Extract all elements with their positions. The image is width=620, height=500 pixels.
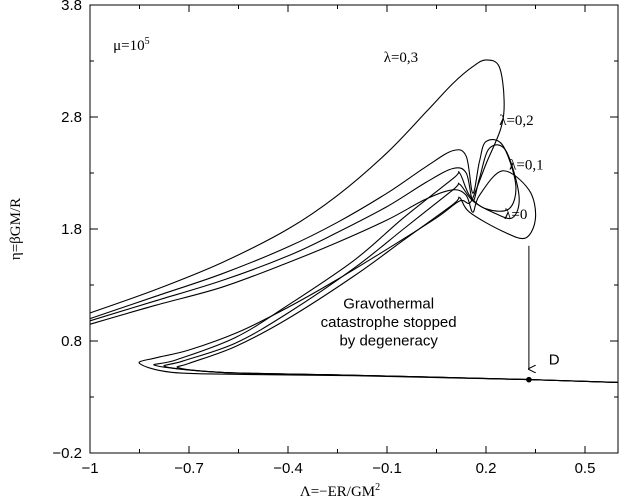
y-tick-label: −0.2 xyxy=(52,445,82,462)
x-tick-label: −0.4 xyxy=(273,460,303,477)
series-curve-lambda-0 xyxy=(89,170,619,383)
mu-label: μ=105 xyxy=(113,36,150,54)
plot-frame xyxy=(89,4,619,454)
point-d-marker xyxy=(526,376,532,383)
y-tick-label: 2.8 xyxy=(61,109,82,126)
series-layer: λ=0λ=0,1λ=0,2λ=0,3 xyxy=(89,50,619,383)
series-label-lambda-01: λ=0,1 xyxy=(509,158,543,174)
y-tick-label: 0.8 xyxy=(61,333,82,350)
x-tick-label: 0.5 xyxy=(575,460,596,477)
series-label-lambda-02: λ=0,2 xyxy=(499,113,533,129)
annotation-line: by degeneracy xyxy=(339,332,438,349)
x-tick-label: −0.1 xyxy=(372,460,402,477)
y-tick-label: 1.8 xyxy=(61,221,82,238)
y-axis-title: η=βGM/R xyxy=(8,198,24,260)
x-axis-title: Λ=−ER/GM2 xyxy=(300,482,380,500)
point-d-label: D xyxy=(549,352,560,369)
series-curve-lambda-03 xyxy=(89,59,619,383)
annotation-line: Gravothermal xyxy=(343,296,434,313)
series-label-lambda-03: λ=0,3 xyxy=(384,50,418,66)
series-curve-lambda-02 xyxy=(89,139,619,383)
y-tick-label: 3.8 xyxy=(61,0,82,14)
x-tick-label: −1 xyxy=(81,460,98,477)
x-tick-label: 0.2 xyxy=(476,460,497,477)
tick-layer: −1 −0.7 −0.4 −0.1 0.2 0.5 −0.2 0.8 1.8 2.8 3.8 xyxy=(52,0,618,477)
x-tick-label: −0.7 xyxy=(174,460,204,477)
annotation-line: catastrophe stopped xyxy=(321,314,457,331)
